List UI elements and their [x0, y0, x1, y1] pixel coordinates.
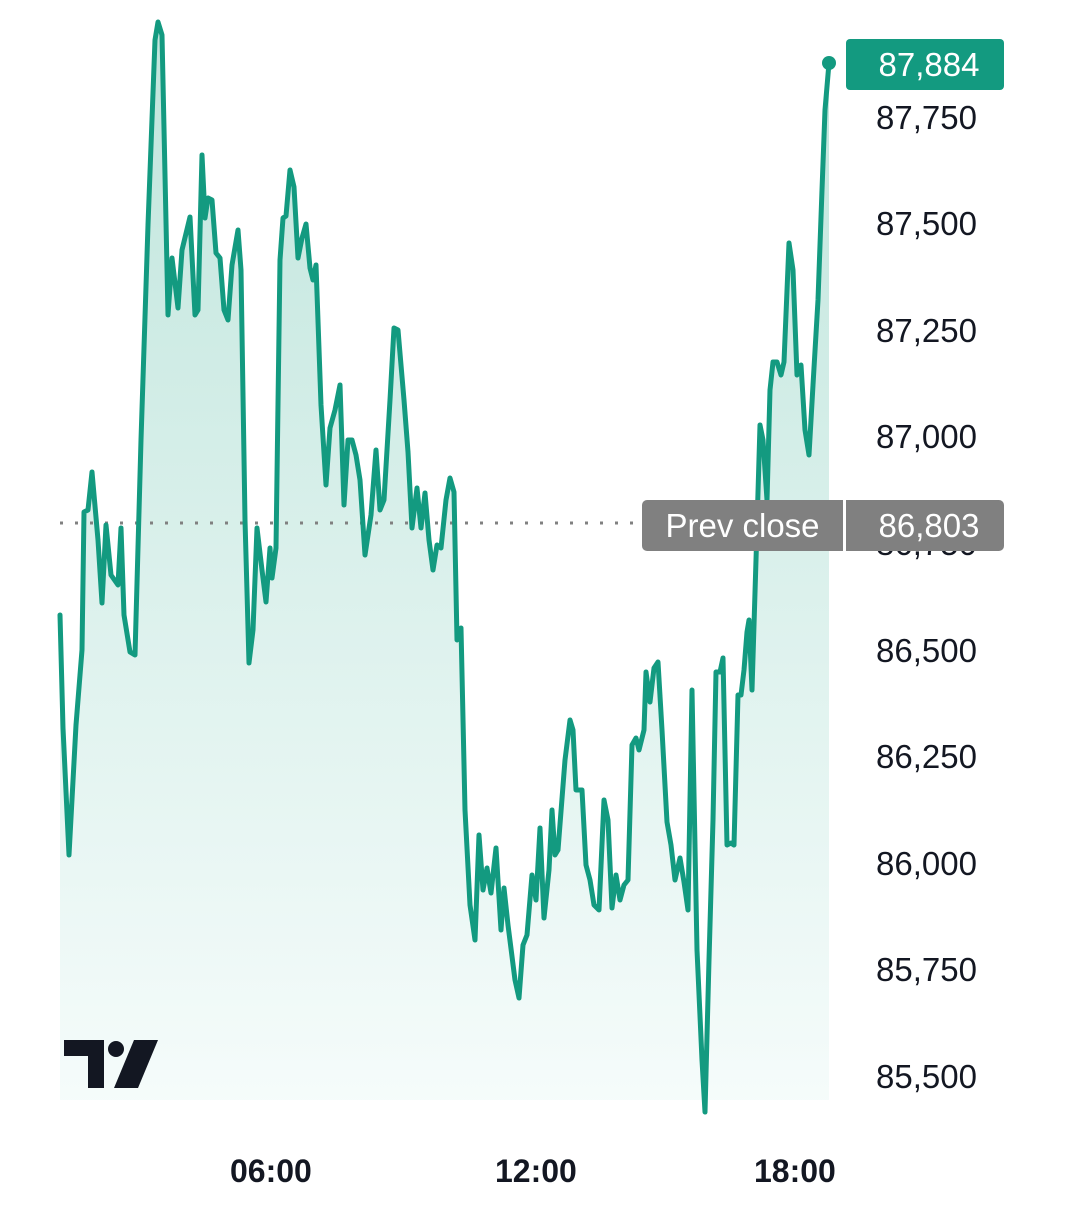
y-tick-label: 87,250	[876, 312, 977, 349]
x-tick-label: 18:00	[754, 1153, 836, 1189]
last-price-badge: 87,884	[846, 39, 1004, 90]
y-tick-label: 87,750	[876, 99, 977, 136]
y-tick-label: 86,500	[876, 632, 977, 669]
y-tick-label: 87,000	[876, 418, 977, 455]
x-tick-label: 12:00	[495, 1153, 577, 1189]
prev-close-value: 86,803	[846, 500, 1004, 551]
last-price-dot	[822, 56, 836, 70]
area-fill	[60, 22, 829, 1112]
y-tick-label: 86,000	[876, 845, 977, 882]
y-tick-label: 85,750	[876, 951, 977, 988]
price-line[interactable]	[57, 19, 836, 1115]
tradingview-logo-icon[interactable]	[64, 1040, 158, 1088]
x-tick-label: 06:00	[230, 1153, 312, 1189]
prev-close-label: Prev close	[642, 500, 843, 551]
y-tick-label: 87,500	[876, 205, 977, 242]
y-tick-label: 85,500	[876, 1058, 977, 1095]
y-tick-label: 86,250	[876, 738, 977, 775]
